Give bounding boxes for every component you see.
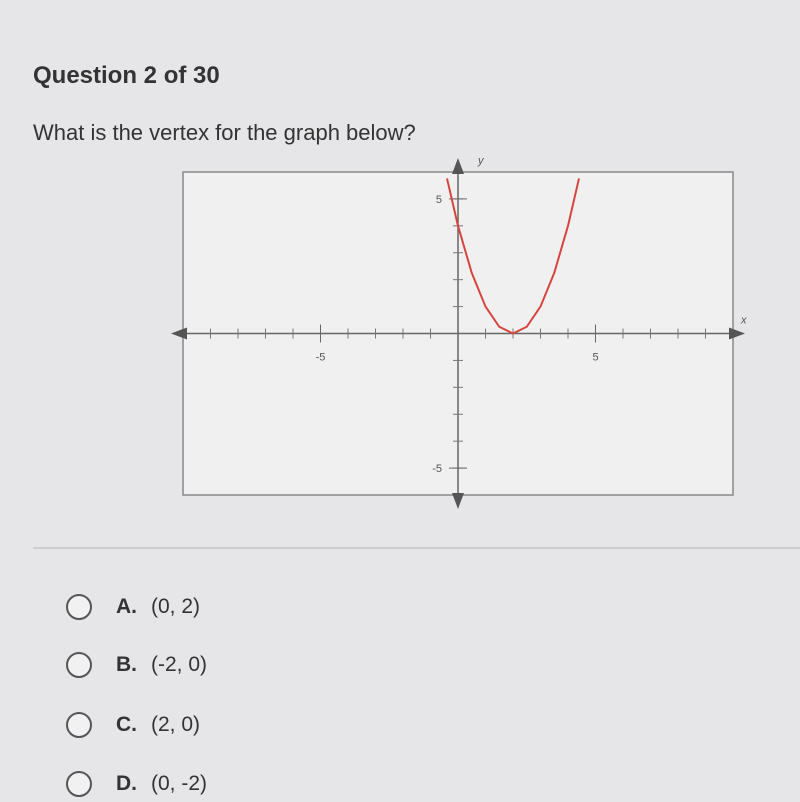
radio-button[interactable] [66,771,92,797]
x-axis-label: x [740,315,747,327]
separator [33,547,800,549]
option-text: (0, -2) [151,772,208,795]
x-tick-label: -5 [316,352,326,364]
option-text: (2, 0) [151,713,201,736]
curve [446,178,580,335]
option-letter: A. [116,595,137,618]
option-letter: C. [116,713,137,736]
y-axis-label: y [477,155,485,167]
option-text: (-2, 0) [151,653,208,676]
answer-option[interactable]: A. (0, 2) [66,589,200,625]
radio-button[interactable] [66,652,92,678]
option-letter: B. [116,653,137,676]
answer-option[interactable]: B. (-2, 0) [66,647,207,683]
option-text: (0, 2) [151,595,201,618]
answer-option[interactable]: D. (0, -2) [66,766,207,802]
arrow [452,158,464,174]
graph: -5 5 -5 5 x y [171,155,747,509]
answer-option[interactable]: C. (2, 0) [66,707,200,743]
x-tick-label: 5 [592,352,598,364]
question-text: What is the vertex for the graph below? [33,120,416,145]
arrow [729,327,745,340]
arrow [171,327,187,340]
radio-button[interactable] [66,712,92,738]
y-tick-label: -5 [432,463,442,475]
option-letter: D. [116,772,137,795]
y-tick-label: 5 [436,194,442,206]
radio-button[interactable] [66,594,92,620]
arrow [452,493,464,509]
question-number: Question 2 of 30 [33,62,220,89]
